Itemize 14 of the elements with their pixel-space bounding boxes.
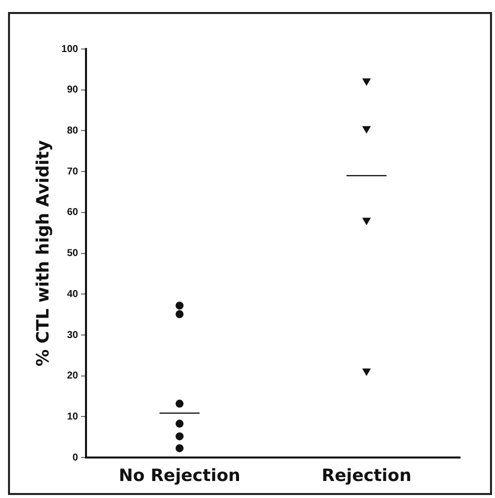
- x-tick-label: Rejection: [322, 466, 412, 486]
- y-tick-label: 20: [66, 370, 79, 382]
- y-tick-label: 80: [66, 125, 79, 136]
- x-tick-label: No Rejection: [118, 466, 240, 486]
- y-tick-label: 40: [66, 288, 79, 300]
- y-axis-title: % CTL with high Avidity: [34, 140, 54, 366]
- y-tick-label: 10: [66, 411, 79, 422]
- y-tick-label: 90: [66, 84, 79, 96]
- y-tick-label: 60: [66, 207, 79, 218]
- y-tick-label: 50: [66, 248, 79, 260]
- y-tick-label: 0: [72, 452, 79, 464]
- y-tick-label: 30: [66, 330, 79, 341]
- y-tick-label: 70: [66, 166, 79, 178]
- y-tick-label: 100: [61, 44, 79, 55]
